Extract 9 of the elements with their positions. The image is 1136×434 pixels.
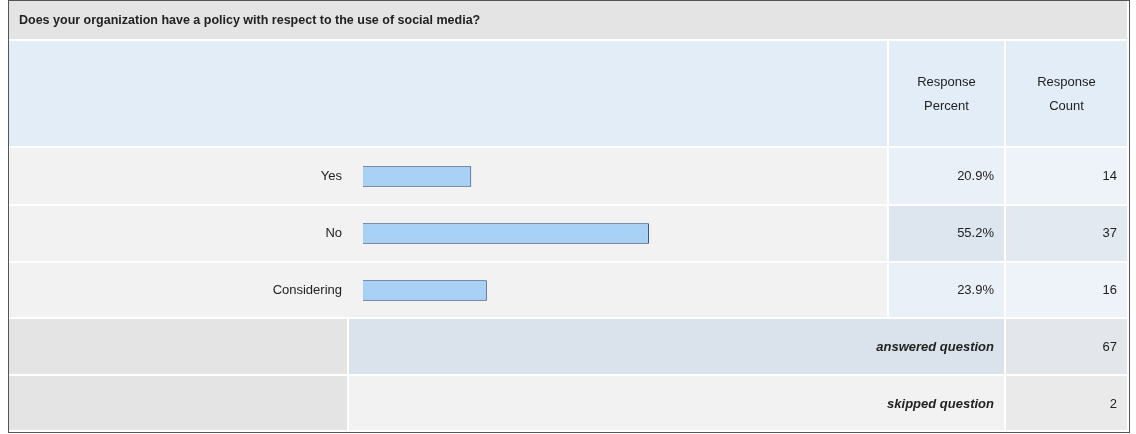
text: 37 (1102, 225, 1117, 241)
data-label: 20.9% (957, 168, 995, 184)
y-tick-label: Considering (272, 282, 342, 298)
data-label: 23.9% (957, 282, 995, 298)
text: 16 (1102, 282, 1117, 298)
y-tick-label: No (325, 225, 342, 241)
y-tick-label: Yes (320, 168, 343, 184)
data-label: 55.2% (957, 225, 995, 241)
text: 14 (1102, 168, 1117, 184)
